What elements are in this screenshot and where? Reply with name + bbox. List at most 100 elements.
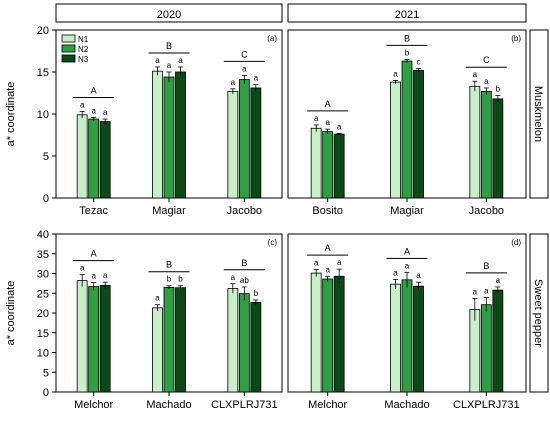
bar-n2 <box>238 293 250 393</box>
category-label: CLXPLRJ731 <box>453 399 520 411</box>
bar-n3 <box>99 121 111 199</box>
group-letter: A <box>325 243 331 253</box>
panel-label: (d) <box>511 238 521 247</box>
group-letter: B <box>241 258 247 268</box>
group-letter: A <box>91 249 97 259</box>
group-letter: C <box>241 49 248 59</box>
significance-letter: a <box>314 114 319 123</box>
legend-swatch-n3 <box>61 54 76 63</box>
significance-letter: b <box>405 48 410 57</box>
significance-letter: a <box>416 271 421 280</box>
group-letter: B <box>404 33 410 43</box>
bar-n1 <box>76 280 88 393</box>
significance-letter: a <box>337 258 342 267</box>
significance-letter: a <box>91 106 96 115</box>
bar-n3 <box>333 133 345 199</box>
legend-swatch-n1 <box>61 34 76 43</box>
significance-letter: a <box>231 273 236 282</box>
row-box-sweet-pepper <box>529 233 549 393</box>
significance-letter: a <box>231 78 236 87</box>
significance-letter: a <box>473 70 478 79</box>
bar-n3 <box>250 87 262 199</box>
significance-letter: a <box>242 64 247 73</box>
panel-label: (a) <box>267 34 277 43</box>
bar-n1 <box>310 272 322 393</box>
significance-letter: a <box>155 294 160 303</box>
y-tick-label: 40 <box>37 229 49 241</box>
significance-letter: a <box>325 118 330 127</box>
bar-n1 <box>390 283 401 393</box>
bar-n3 <box>175 287 186 393</box>
bar-n2 <box>163 76 175 199</box>
significance-letter: a <box>325 265 330 274</box>
group-letter: B <box>166 260 172 270</box>
significance-letter: a <box>393 268 398 277</box>
significance-letter: c <box>417 58 421 67</box>
bar-n1 <box>469 85 481 199</box>
y-tick-label: 5 <box>43 367 49 379</box>
group-letter: B <box>166 41 172 51</box>
row-label-sweet-pepper: Sweet pepper <box>532 279 544 347</box>
bar-n2 <box>322 131 334 199</box>
bar-n3 <box>99 284 111 393</box>
significance-letter: a <box>155 56 160 65</box>
y-tick-label: 20 <box>37 25 49 37</box>
bar-n2 <box>480 90 492 199</box>
significance-letter: a <box>405 261 410 270</box>
legend-swatch-n2 <box>61 44 76 53</box>
bar-n2 <box>88 286 100 393</box>
significance-letter: a <box>393 69 398 78</box>
panel-label: (b) <box>511 34 521 43</box>
legend-label-n1: N1 <box>78 35 89 44</box>
bar-n2 <box>401 60 413 199</box>
header-2021: 2021 <box>395 9 419 21</box>
ylabel-bottom: a* coordinate <box>5 281 17 346</box>
row-box-muskmelon <box>529 29 549 199</box>
bar-n3 <box>492 98 504 199</box>
bar-n3 <box>413 285 424 393</box>
bar-n2 <box>88 118 100 199</box>
significance-letter: a <box>167 61 172 70</box>
significance-letter: ab <box>240 276 249 285</box>
category-label: Jacobo <box>227 205 262 217</box>
y-tick-label: 25 <box>37 288 49 300</box>
legend-label-n2: N2 <box>78 45 89 54</box>
bar-n2 <box>238 79 250 199</box>
y-tick-label: 15 <box>37 328 49 340</box>
significance-letter: a <box>496 276 501 285</box>
significance-letter: b <box>496 85 501 94</box>
category-label: Machado <box>384 399 429 411</box>
significance-letter: a <box>337 122 342 131</box>
significance-letter: a <box>484 77 489 86</box>
category-label: Bosito <box>312 205 343 217</box>
significance-letter: b <box>178 275 183 284</box>
y-tick-label: 20 <box>37 308 49 320</box>
category-label: Tezac <box>79 205 108 217</box>
significance-letter: b <box>254 289 259 298</box>
group-letter: B <box>483 261 489 271</box>
category-label: Machado <box>146 399 191 411</box>
y-tick-label: 0 <box>43 387 49 399</box>
bar-n1 <box>227 90 239 199</box>
significance-letter: a <box>178 56 183 65</box>
y-tick-label: 5 <box>43 151 49 163</box>
bar-n1 <box>227 288 239 393</box>
category-label: Melchor <box>308 399 347 411</box>
significance-letter: a <box>103 271 108 280</box>
bar-n3 <box>175 71 186 199</box>
bar-n3 <box>413 69 424 199</box>
significance-letter: a <box>314 259 319 268</box>
group-letter: A <box>404 246 410 256</box>
bar-n2 <box>163 286 175 393</box>
bar-n1 <box>310 127 322 199</box>
bar-n2 <box>322 278 334 393</box>
significance-letter: a <box>80 264 85 273</box>
header-box-2021 <box>287 3 527 23</box>
bar-n1 <box>469 309 481 393</box>
